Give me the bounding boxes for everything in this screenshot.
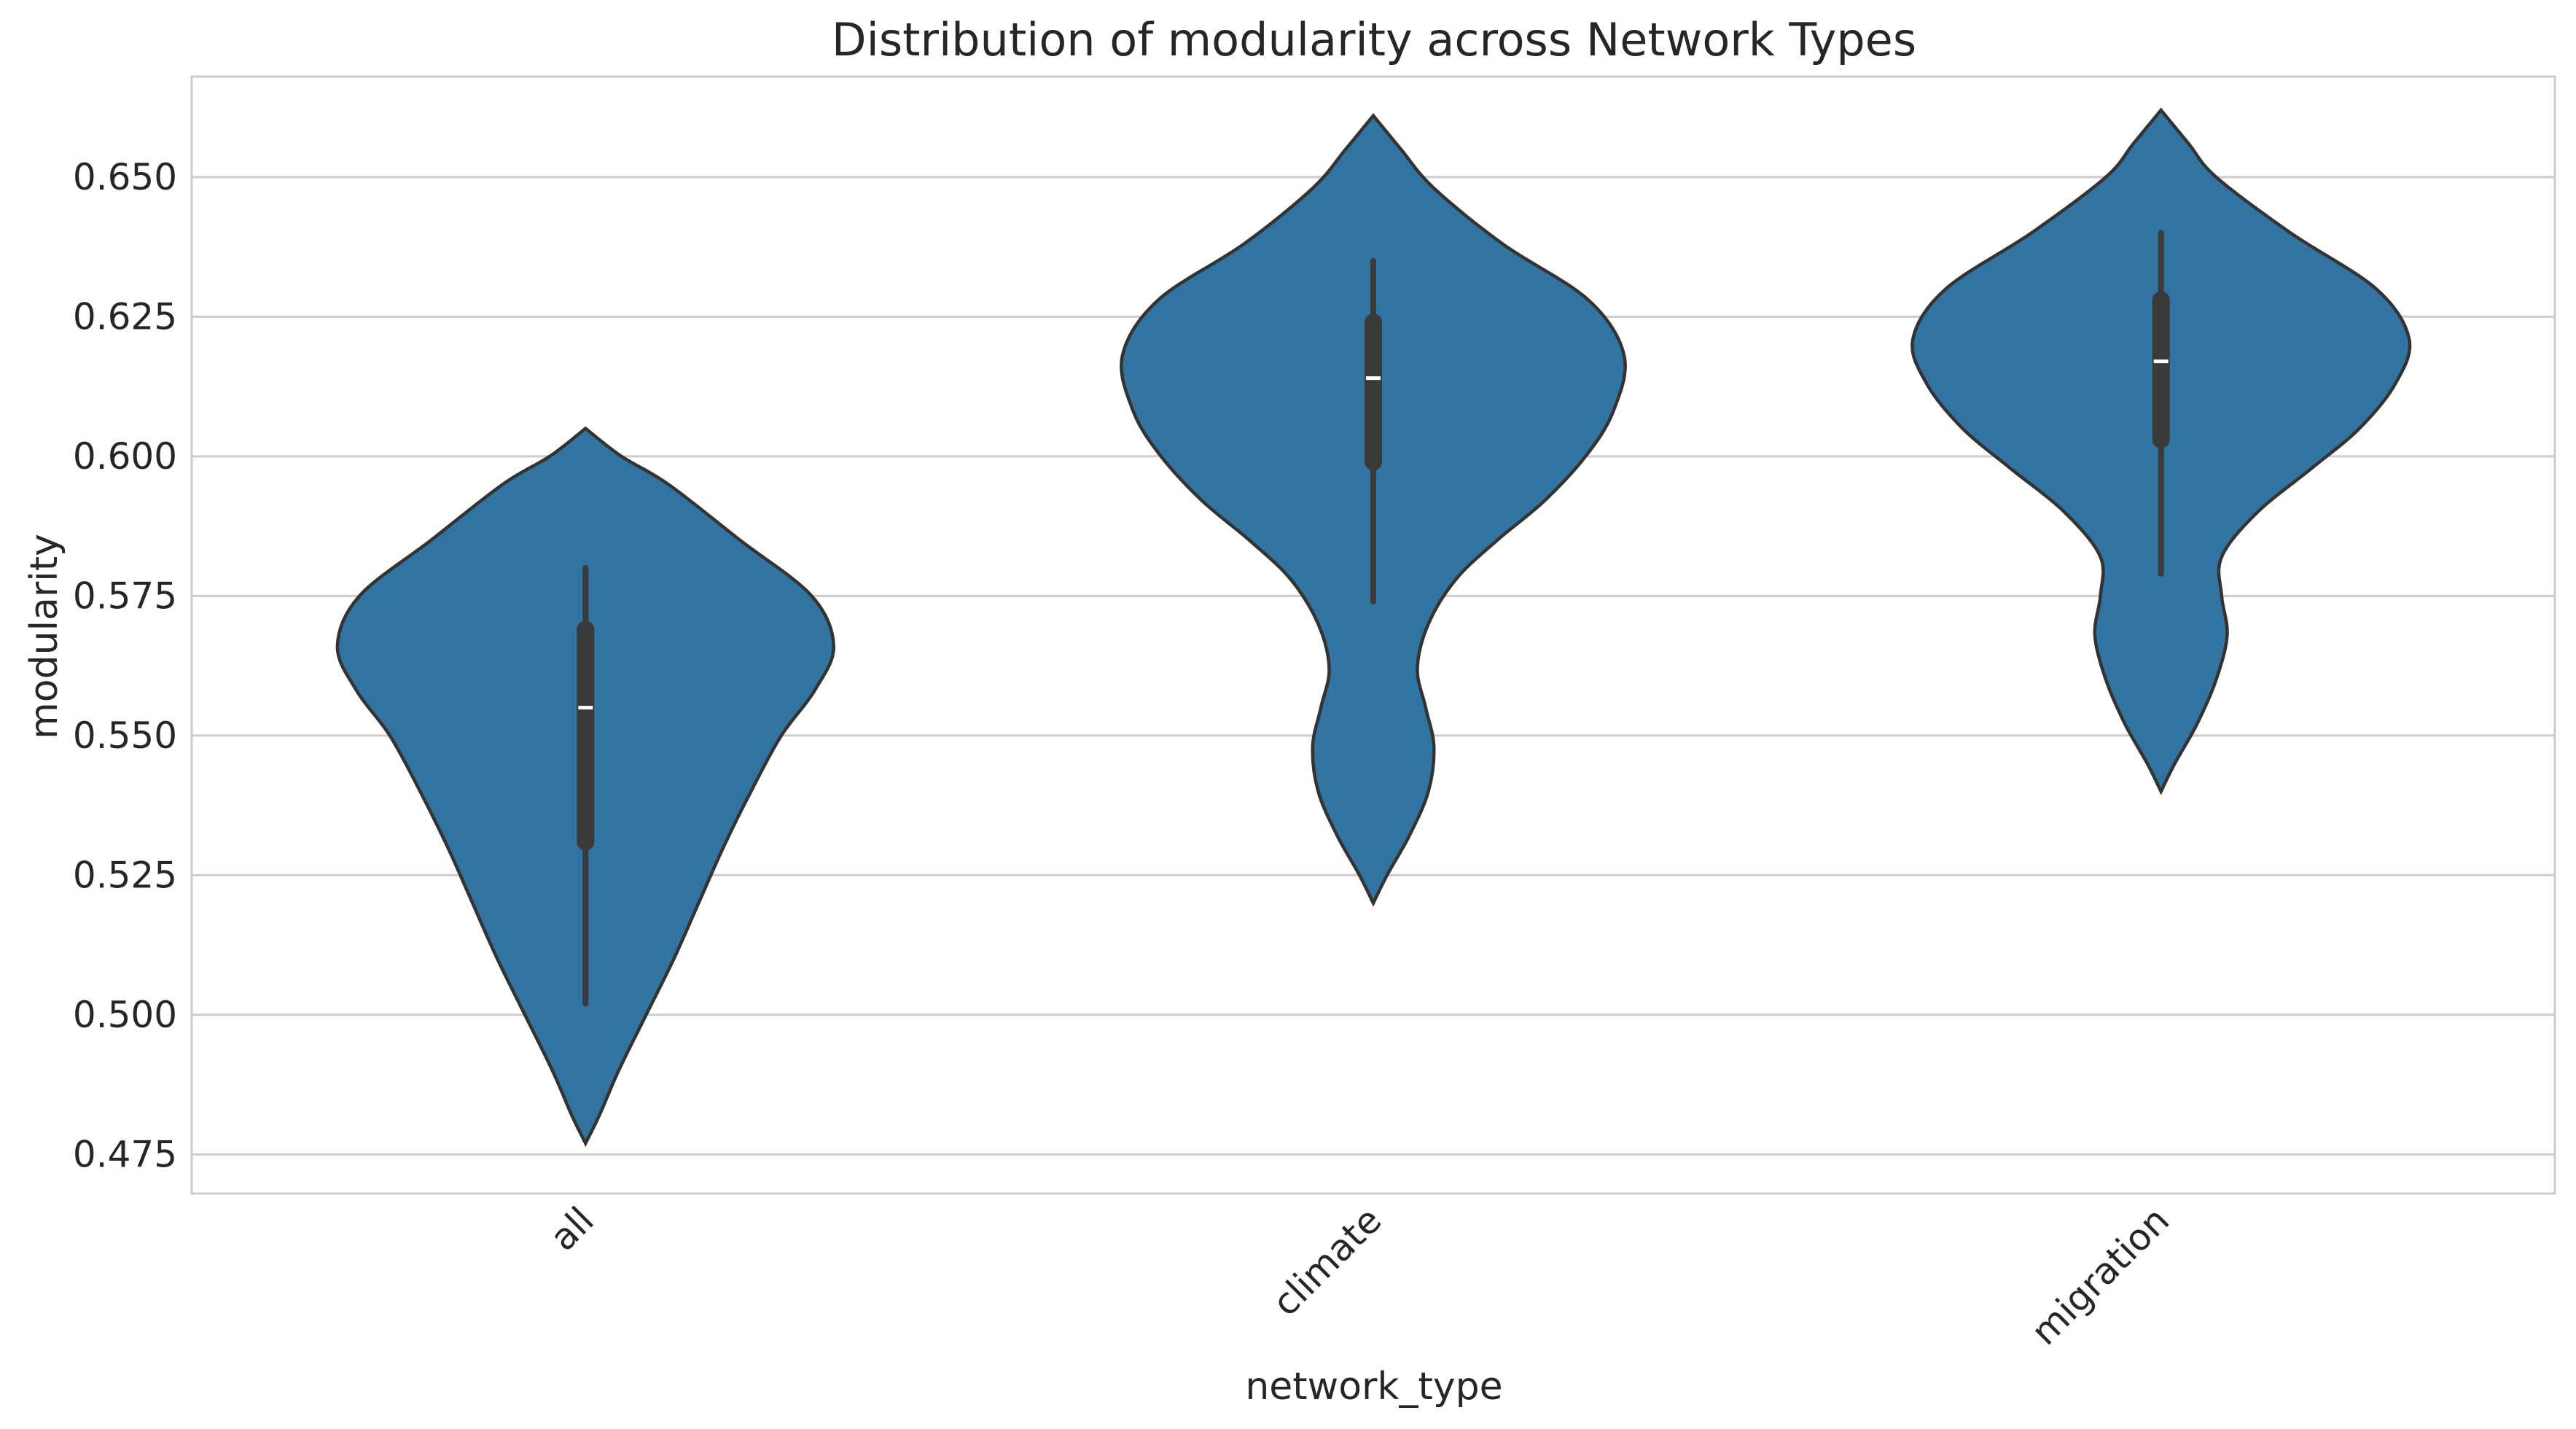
y-tick-label: 0.525 — [73, 854, 177, 896]
violin-layer — [335, 107, 2412, 1148]
y-tick-label: 0.575 — [73, 575, 177, 617]
x-tick-label: all — [542, 1199, 601, 1258]
violin-climate — [1120, 113, 1627, 907]
plot-frame — [190, 75, 2556, 1195]
x-tick-labels: all climate migration — [542, 1199, 2177, 1353]
chart-title: Distribution of modularity across Networ… — [832, 13, 1916, 66]
y-tick-label: 0.550 — [73, 714, 177, 757]
y-tick-label: 0.500 — [73, 994, 177, 1036]
y-tick-label: 0.475 — [73, 1133, 177, 1175]
x-tick-label: migration — [2023, 1199, 2178, 1353]
x-tick-label: climate — [1265, 1199, 1390, 1324]
violin-all — [335, 426, 835, 1148]
y-tick-label: 0.625 — [73, 295, 177, 338]
y-tick-label: 0.600 — [73, 435, 177, 478]
y-tick-label: 0.650 — [73, 156, 177, 198]
violin-migration — [1910, 107, 2412, 795]
x-axis-label: network_type — [1245, 1365, 1502, 1409]
y-axis-label: modularity — [23, 534, 66, 739]
y-tick-labels: 0.475 0.500 0.525 0.550 0.575 0.600 0.625 0.650 — [73, 156, 177, 1176]
